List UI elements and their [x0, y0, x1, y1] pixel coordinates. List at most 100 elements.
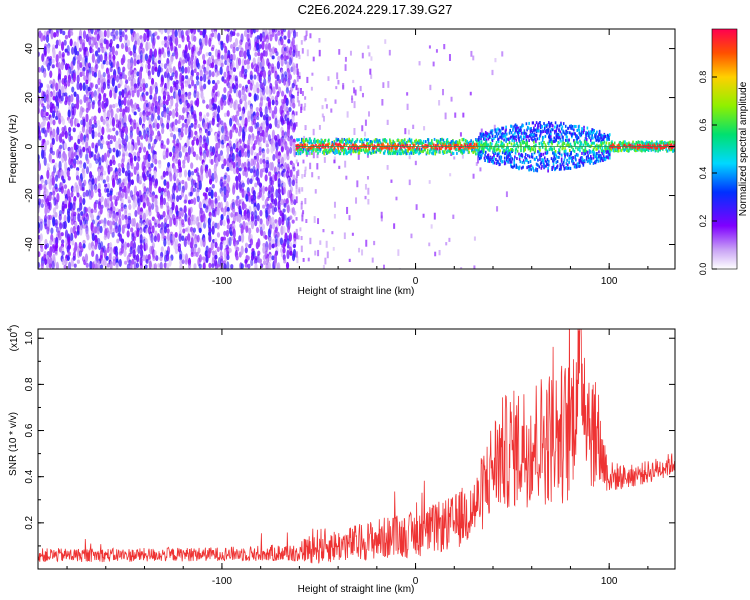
spectrogram-signal-cell [500, 142, 503, 146]
spectrogram-noise-cell [496, 206, 499, 212]
spectrogram-noise-cell [286, 249, 290, 260]
spectrogram-noise-cell [137, 107, 141, 113]
spectrogram-noise-cell [292, 166, 296, 172]
spectrogram-noise-cell [225, 130, 229, 138]
spectrogram-signal-cell [504, 135, 507, 139]
spectrogram-signal-cell [422, 139, 425, 143]
spectrogram-noise-cell [203, 73, 207, 83]
spectrogram-signal-cell [311, 146, 314, 150]
spectrogram-noise-cell [117, 66, 121, 75]
spectrogram-noise-cell [195, 251, 199, 258]
spectrogram-noise-cell [276, 231, 280, 238]
spectrogram-noise-cell [187, 56, 191, 67]
spectrogram-signal-cell [554, 121, 557, 125]
spectrogram-noise-cell [249, 168, 254, 174]
spectrogram-noise-cell [51, 176, 55, 186]
spectrogram-signal-cell [497, 127, 499, 131]
spectrogram-noise-cell [72, 202, 76, 211]
spectrogram-noise-cell [214, 254, 218, 260]
spectrogram-noise-cell [282, 119, 286, 125]
spectrogram-noise-cell [279, 247, 284, 254]
spectrogram-noise-cell [223, 71, 227, 78]
spectrogram-noise-cell [265, 262, 269, 269]
spectrogram-noise-cell [94, 50, 99, 57]
spectrogram-noise-cell [202, 162, 206, 171]
spectrogram-noise-cell [356, 180, 359, 188]
spectrogram-noise-cell [210, 47, 215, 52]
spectrogram-noise-cell [142, 212, 147, 222]
spectrogram-signal-cell [444, 143, 447, 147]
spectrogram-signal-cell [505, 139, 507, 143]
spectrogram-noise-cell [75, 175, 80, 181]
spectrogram-signal-cell [392, 141, 395, 145]
spectrogram-noise-cell [317, 249, 320, 257]
spectrogram-noise-cell [304, 198, 307, 205]
spectrogram-signal-cell [393, 144, 395, 148]
spectrogram-noise-cell [163, 226, 168, 234]
spectrogram-noise-cell [100, 165, 104, 173]
spectrogram-noise-cell [387, 81, 390, 88]
spectrogram-signal-cell [469, 146, 472, 150]
spectrogram-noise-cell [296, 96, 299, 103]
spectrogram-signal-cell [486, 132, 488, 136]
spectrogram-noise-cell [262, 86, 266, 96]
spectrogram-noise-cell [232, 185, 236, 195]
spectrogram-signal-cell [378, 138, 381, 142]
spectrogram-noise-cell [78, 54, 82, 62]
spectrogram-noise-cell [160, 63, 164, 68]
spectrogram-noise-cell [346, 206, 349, 214]
spectrogram-noise-cell [112, 58, 116, 68]
spectrogram-noise-cell [475, 162, 478, 166]
spectrogram-signal-cell [479, 153, 482, 157]
spectrogram-noise-cell [298, 75, 301, 80]
spectrogram-noise-cell [268, 242, 272, 251]
spectrogram-signal-cell [323, 141, 325, 145]
spectrogram-noise-cell [307, 257, 310, 262]
spectrogram-signal-cell [328, 142, 331, 146]
spectrogram-noise-cell [94, 64, 98, 74]
spectrogram-signal-cell [505, 137, 508, 141]
spectrogram-noise-cell [106, 175, 110, 183]
spectrogram-noise-cell [247, 167, 251, 172]
spectrogram-noise-cell [229, 117, 233, 127]
spectrogram-noise-cell [304, 166, 307, 171]
spectrogram-signal-cell [516, 157, 518, 161]
spectrogram-noise-cell [259, 126, 263, 133]
spectrogram-noise-cell [112, 103, 116, 109]
spectrogram-signal-cell [590, 150, 592, 154]
spectrogram-signal-cell [345, 143, 348, 147]
spectrogram-noise-cell [304, 103, 307, 108]
spectrogram-signal-cell [471, 147, 474, 151]
spectrogram-noise-cell [247, 220, 252, 226]
spectrogram-noise-cell [144, 228, 148, 234]
spectrogram-noise-cell [106, 192, 110, 198]
spectrogram-noise-cell [395, 196, 398, 201]
spectrogram-noise-cell [442, 88, 445, 96]
spectrogram-noise-cell [275, 141, 279, 151]
spectrogram-noise-cell [286, 129, 290, 138]
spectrogram-signal-cell [510, 135, 512, 139]
spectrogram-signal-cell [500, 140, 503, 144]
spectrogram-signal-cell [374, 140, 376, 144]
spectrogram-noise-cell [258, 44, 262, 49]
spectrogram-noise-cell [223, 86, 227, 94]
spectrogram-signal-cell [489, 148, 491, 152]
spectrogram-noise-cell [226, 218, 230, 225]
spectrogram-noise-cell [51, 158, 55, 164]
spectrogram-noise-cell [260, 229, 264, 237]
spectrogram-signal-cell [515, 138, 518, 142]
spectrogram-noise-cell [470, 50, 473, 57]
spectrogram-noise-cell [285, 55, 289, 60]
spectrogram-noise-cell [370, 74, 373, 79]
spectrogram-noise-cell [73, 263, 77, 268]
spectrogram-signal-cell [367, 138, 369, 142]
spectrogram-noise-cell [190, 79, 195, 87]
spectrogram-noise-cell [169, 208, 173, 218]
spectrogram-signal-cell [301, 143, 304, 147]
spectrogram-signal-cell [493, 157, 495, 161]
spectrogram-noise-cell [88, 242, 92, 251]
spectrogram-noise-cell [242, 170, 246, 177]
spectrogram-noise-cell [175, 185, 179, 193]
spectrogram-noise-cell [112, 127, 116, 132]
spectrogram-noise-cell [41, 53, 45, 62]
